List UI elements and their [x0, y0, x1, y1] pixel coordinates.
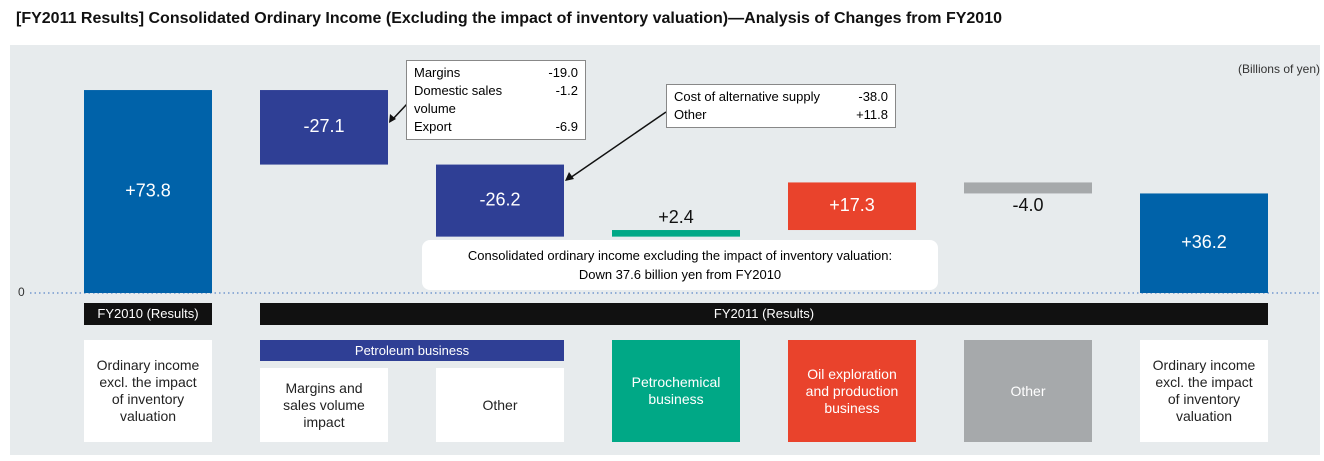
- group-label: FY2011 (Results): [260, 303, 1268, 325]
- arrow: [569, 111, 667, 179]
- unit-label: (Billions of yen): [1237, 62, 1320, 76]
- callout-row: Export -6.9: [414, 118, 578, 136]
- bar: [436, 164, 564, 237]
- category-box: Oil exploration and production business: [788, 340, 916, 442]
- bar: [964, 182, 1092, 194]
- bar: [260, 90, 388, 165]
- group-label: Petroleum business: [260, 340, 564, 361]
- bar: [84, 90, 212, 293]
- group-label: FY2010 (Results): [84, 303, 212, 325]
- callout-value: -38.0: [858, 89, 888, 104]
- value-label: +17.3: [829, 195, 875, 215]
- category-box: Ordinary income excl. the impact of inve…: [84, 340, 212, 442]
- y-tick-label: 0: [18, 285, 25, 299]
- arrow: [391, 103, 408, 121]
- arrow-head: [565, 172, 574, 181]
- note-line: Down 37.6 billion yen from FY2010: [578, 267, 782, 282]
- chart-title: [FY2011 Results] Consolidated Ordinary I…: [16, 10, 1002, 27]
- value-label: -4.0: [1012, 195, 1043, 215]
- value-label: -26.2: [479, 189, 520, 209]
- note-line: Consolidated ordinary income excluding t…: [467, 248, 893, 263]
- callout-label: Other: [674, 107, 707, 122]
- value-label: -27.1: [303, 116, 344, 136]
- category-box: Margins and sales volume impact: [260, 368, 388, 442]
- callout-row: Other +11.8: [674, 106, 888, 124]
- callout-row: Domestic sales volume -1.2: [414, 82, 578, 118]
- callout-value: -19.0: [548, 65, 578, 80]
- callout-row: Cost of alternative supply -38.0: [674, 88, 888, 106]
- bar: [612, 230, 740, 237]
- bar: [1140, 193, 1268, 293]
- callout-label: Cost of alternative supply: [674, 89, 820, 104]
- callout: Cost of alternative supply -38.0 Other +11.…: [666, 84, 896, 128]
- callout-label: Margins: [414, 65, 461, 80]
- callout-label: Export: [414, 119, 452, 134]
- callout-label: Domestic sales volume: [414, 83, 503, 116]
- category-box: Other: [964, 340, 1092, 442]
- category-box: Other: [436, 368, 564, 442]
- category-box: Petrochemical business: [612, 340, 740, 442]
- callout-row: Margins -19.0: [414, 64, 578, 82]
- arrow-head: [389, 114, 396, 123]
- callout: Margins -19.0 Domestic sales volume -1.2 Exp…: [406, 60, 586, 140]
- callout-value: +11.8: [856, 107, 888, 122]
- bar: [788, 182, 916, 231]
- note: Consolidated ordinary income excluding t…: [422, 240, 938, 290]
- callout-value: -1.2: [555, 83, 578, 98]
- value-label: +73.8: [125, 180, 171, 200]
- callout-value: -6.9: [555, 119, 578, 134]
- value-label: +36.2: [1181, 232, 1227, 252]
- value-label: +2.4: [658, 207, 694, 227]
- category-box: Ordinary income excl. the impact of inve…: [1140, 340, 1268, 442]
